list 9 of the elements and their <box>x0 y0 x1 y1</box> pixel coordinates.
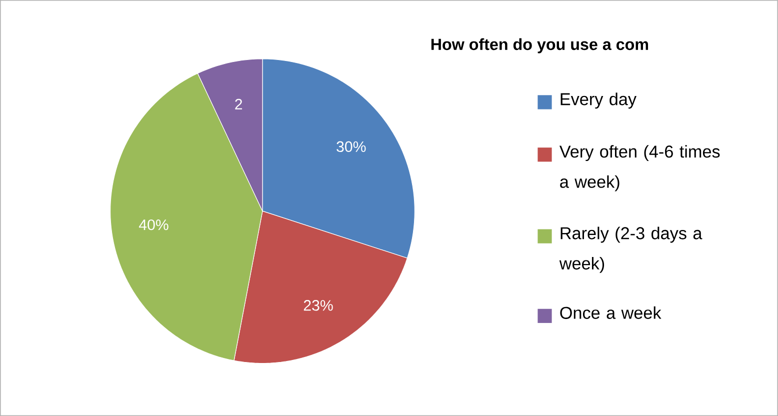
data-label: 30% <box>336 141 366 152</box>
text: 2 <box>235 98 242 110</box>
data-label: 40% <box>138 219 168 230</box>
legend-label: Once a week <box>560 306 662 319</box>
legend-label: Every day <box>560 92 636 109</box>
chart-title: How often do you use a com <box>431 38 648 54</box>
data-label: 23% <box>304 300 333 311</box>
legend-label: Very often (4-6 times a week) <box>559 145 720 192</box>
legend-label: Rarely (2-3 days a week) <box>559 226 702 273</box>
